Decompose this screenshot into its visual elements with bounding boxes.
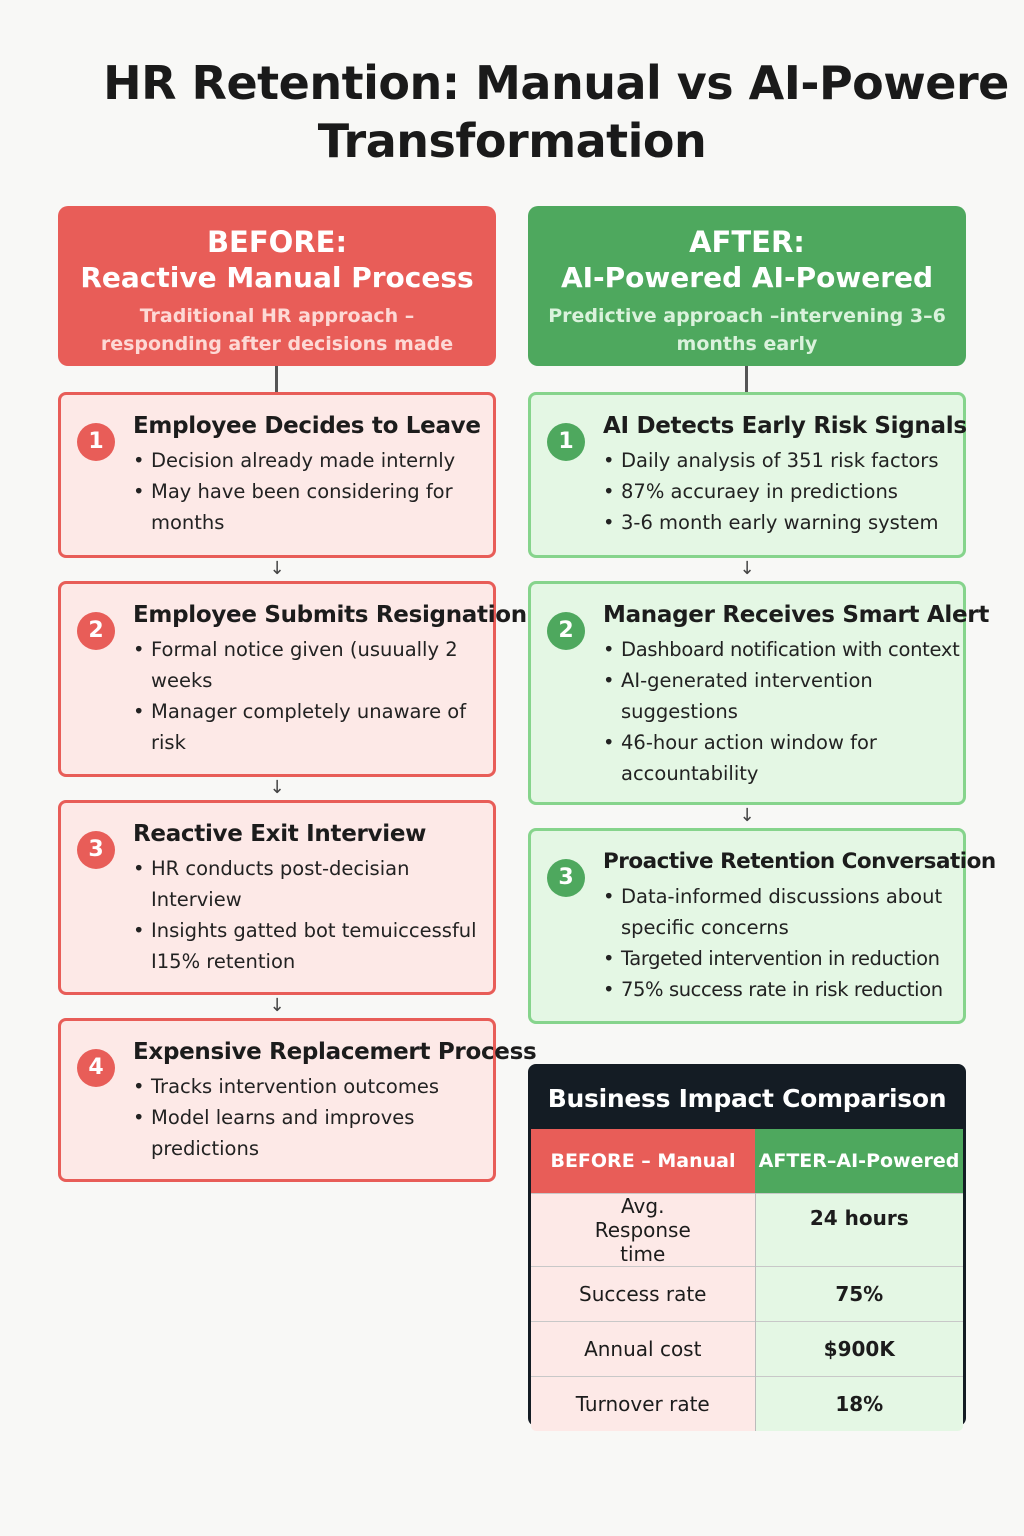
before-description: Traditional HR approach – responding aft… — [100, 305, 454, 355]
arrow-down-icon: ↓ — [269, 995, 285, 1016]
step-title: Proactive Retention Conversation — [603, 849, 996, 874]
impact-header-before: BEFORE – Manual — [531, 1129, 755, 1193]
bullet-item: Insights gatted bot temuiccessful I15% r… — [133, 915, 479, 977]
table-row: Avg. Response time 24 hours — [531, 1192, 963, 1266]
bullet-item: 46-hour action window for accountability — [603, 727, 949, 789]
bullet-item: 3-6 month early warning system — [603, 507, 949, 538]
business-impact-panel: Business Impact Comparison BEFORE – Manu… — [528, 1064, 966, 1431]
bullet-item: Formal notice given (usuually 2 weeks — [133, 634, 479, 696]
metric-cell: Avg. Response time — [531, 1192, 756, 1266]
step-bullets: HR conducts post-decisian Interview Insi… — [133, 853, 479, 977]
before-step-4: 4 Expensive Replacemert Process Tracks i… — [58, 1018, 537, 1182]
bullet-item: Targeted intervention in reduction — [603, 943, 949, 974]
step-title: AI Detects Early Risk Signals — [603, 413, 967, 439]
after-value-cell: 18% — [755, 1375, 963, 1431]
step-number-badge: 2 — [547, 612, 585, 650]
step-title: Expensive Replacemert Process — [133, 1039, 537, 1065]
after-description: Predictive approach –intervening 3–6 mon… — [548, 305, 946, 355]
step-number-badge: 1 — [77, 423, 115, 461]
bullet-item: Model learns and improves predictions — [133, 1102, 479, 1164]
table-row: Turnover rate 18% — [531, 1375, 963, 1431]
before-subheading: Reactive Manual Process — [80, 261, 474, 294]
bullet-item: AI-generated intervention suggestions — [603, 665, 949, 727]
step-number-badge: 1 — [547, 423, 585, 461]
after-step-3: 3 Proactive Retention Conversation Data-… — [528, 828, 996, 1024]
page-title-line-2: Transformation — [317, 114, 707, 168]
arrow-down-icon: ↓ — [269, 558, 285, 579]
bullet-item: Data-informed discussions about specific… — [603, 881, 949, 943]
table-row: Annual cost $900K — [531, 1320, 963, 1376]
after-connector — [745, 366, 748, 392]
bullet-item: Daily analysis of 351 risk factors — [603, 445, 949, 476]
step-number-badge: 4 — [77, 1049, 115, 1087]
metric-cell: Annual cost — [531, 1320, 756, 1376]
before-connector — [275, 366, 278, 392]
after-step-1: 1 AI Detects Early Risk Signals Daily an… — [528, 392, 967, 558]
page-title-line-1: HR Retention: Manual vs AI-Powere — [103, 56, 1009, 110]
step-title: Manager Receives Smart Alert — [603, 602, 990, 628]
after-value-cell: 75% — [755, 1265, 963, 1321]
metric-cell: Success rate — [531, 1265, 756, 1321]
step-bullets: Formal notice given (usuually 2 weeks Ma… — [133, 634, 479, 758]
bullet-item: Dashboard notification with context — [603, 634, 960, 665]
after-heading: AFTER: — [689, 225, 805, 259]
bullet-item: 87% accuraey in predictions — [603, 476, 949, 507]
after-step-2: 2 Manager Receives Smart Alert Dashboard… — [528, 581, 990, 805]
step-bullets: Daily analysis of 351 risk factors 87% a… — [603, 445, 949, 538]
arrow-down-icon: ↓ — [739, 558, 755, 579]
impact-title: Business Impact Comparison — [547, 1084, 947, 1113]
before-step-2: 2 Employee Submits Resignation Formal no… — [58, 581, 527, 777]
step-title: Employee Decides to Leave — [133, 413, 481, 439]
after-value-cell: 24 hours — [755, 1192, 963, 1266]
before-step-3: 3 Reactive Exit Interview HR conducts po… — [58, 800, 496, 995]
page-title: HR Retention: Manual vs AI-Powere Transf… — [0, 54, 1024, 170]
before-step-1: 1 Employee Decides to Leave Decision alr… — [58, 392, 496, 558]
impact-table: BEFORE – Manual AFTER–AI-Powered Avg. Re… — [531, 1129, 963, 1431]
impact-header-after: AFTER–AI-Powered — [755, 1129, 963, 1193]
before-heading: BEFORE: — [206, 225, 348, 259]
after-header: AFTER: AI-Powered AI-Powered Predictive … — [528, 206, 966, 366]
bullet-item: HR conducts post-decisian Interview — [133, 853, 479, 915]
metric-cell: Turnover rate — [531, 1375, 756, 1431]
bullet-item: 75% success rate in risk reduction — [603, 974, 949, 1005]
step-bullets: Decision already made internly May have … — [133, 445, 479, 538]
step-bullets: Dashboard notification with context AI-g… — [603, 634, 960, 789]
step-number-badge: 3 — [547, 859, 585, 897]
step-number-badge: 2 — [77, 612, 115, 650]
after-value-cell: $900K — [755, 1320, 963, 1376]
step-title: Reactive Exit Interview — [133, 821, 427, 847]
step-title: Employee Submits Resignation — [133, 602, 527, 628]
bullet-item: Tracks intervention outcomes — [133, 1071, 479, 1102]
arrow-down-icon: ↓ — [739, 805, 755, 826]
step-number-badge: 3 — [77, 831, 115, 869]
after-subheading: AI-Powered AI-Powered — [560, 261, 934, 294]
bullet-item: Decision already made internly — [133, 445, 479, 476]
step-bullets: Tracks intervention outcomes Model learn… — [133, 1071, 479, 1164]
table-row: Success rate 75% — [531, 1265, 963, 1321]
arrow-down-icon: ↓ — [269, 777, 285, 798]
bullet-item: May have been considering for months — [133, 476, 479, 538]
before-header: BEFORE: Reactive Manual Process Traditio… — [58, 206, 496, 366]
bullet-item: Manager completely unaware of risk — [133, 696, 479, 758]
step-bullets: Data-informed discussions about specific… — [603, 881, 949, 1005]
